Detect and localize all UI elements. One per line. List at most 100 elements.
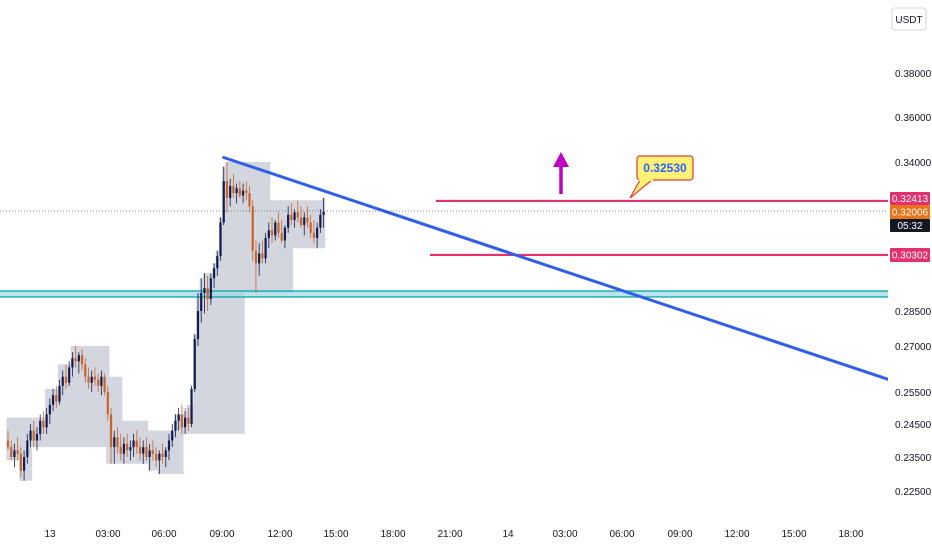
drawings-layer: 0.32530 xyxy=(0,152,892,382)
resistance-price-tag[interactable]: 0.32413 xyxy=(890,192,930,205)
candle xyxy=(32,420,35,448)
candle-body xyxy=(48,404,51,415)
candle xyxy=(119,433,122,461)
candle-body xyxy=(35,433,39,441)
candle xyxy=(13,443,16,468)
candle xyxy=(293,209,296,228)
time-tick-label: 06:00 xyxy=(609,529,634,540)
candle-body xyxy=(122,443,126,454)
candle-body xyxy=(280,232,283,241)
candle-body xyxy=(142,447,145,454)
candle xyxy=(135,430,138,454)
candle-body xyxy=(26,440,29,457)
candle-body xyxy=(258,253,261,264)
currency-box[interactable] xyxy=(891,7,927,31)
time-tick-label: 09:00 xyxy=(667,529,692,540)
target-note-box[interactable] xyxy=(636,155,694,181)
candle xyxy=(216,250,219,276)
candle xyxy=(193,334,196,392)
candle-body xyxy=(158,453,161,461)
candle-body xyxy=(238,188,241,196)
candle xyxy=(316,222,319,249)
price-tick-label: 0.25500 xyxy=(895,388,932,399)
candle-body xyxy=(190,388,193,424)
candle xyxy=(26,433,29,464)
candle xyxy=(106,385,109,421)
currency-label: USDT xyxy=(895,15,922,26)
current-price-tag-box[interactable] xyxy=(890,205,930,219)
support-price-tag-box[interactable] xyxy=(890,248,930,262)
candle xyxy=(90,370,93,392)
candle-body xyxy=(97,379,100,386)
candle-body xyxy=(164,450,167,457)
time-axis[interactable] xyxy=(0,520,932,550)
candle-body xyxy=(16,450,19,454)
candle xyxy=(6,430,10,451)
candle xyxy=(35,427,39,451)
candle xyxy=(45,408,48,434)
candle-body xyxy=(71,358,74,368)
bar-countdown-tag[interactable]: 05:32 xyxy=(890,219,930,232)
candle-body xyxy=(319,214,322,228)
candle-body xyxy=(248,193,251,207)
candle xyxy=(187,408,190,431)
trendline[interactable] xyxy=(222,156,892,382)
candle-body xyxy=(132,440,135,448)
candle xyxy=(254,240,258,293)
candle-body xyxy=(129,447,132,451)
candle xyxy=(39,414,42,441)
candle-body xyxy=(254,250,258,264)
candle-body xyxy=(148,450,151,457)
candle xyxy=(93,367,97,386)
candle xyxy=(174,414,177,438)
candle-body xyxy=(84,364,87,377)
candle-body xyxy=(103,376,106,392)
candle-body xyxy=(90,376,93,383)
time-tick-label: 12:00 xyxy=(724,529,749,540)
candle-body xyxy=(235,188,238,194)
candle xyxy=(264,232,267,264)
candle-body xyxy=(77,355,80,362)
bar-countdown-tag-box[interactable] xyxy=(890,219,930,232)
price-tick-label: 0.24500 xyxy=(895,420,932,431)
candle-body xyxy=(209,278,212,299)
candle xyxy=(10,440,13,461)
candle-body xyxy=(299,217,303,226)
candle xyxy=(142,440,145,464)
candle xyxy=(283,225,287,249)
time-tick-label: 21:00 xyxy=(437,529,462,540)
candle xyxy=(148,443,151,471)
time-tick-label: 13 xyxy=(44,529,56,540)
resistance-price-tag-box[interactable] xyxy=(890,192,930,205)
candle-body xyxy=(206,288,209,299)
target-note[interactable]: 0.32530 xyxy=(629,155,694,199)
time-tick-label: 15:00 xyxy=(781,529,806,540)
candle xyxy=(19,447,22,478)
candle xyxy=(238,181,241,198)
candle xyxy=(212,263,216,289)
candle xyxy=(290,203,293,226)
candle xyxy=(23,450,26,481)
candle xyxy=(303,212,306,236)
current-price-tag[interactable]: 0.32006 xyxy=(890,205,930,219)
candle-body xyxy=(100,376,103,386)
candle xyxy=(80,349,84,371)
range-band-layer xyxy=(6,162,326,481)
candle-body xyxy=(39,420,42,434)
support-price-tag[interactable]: 0.30302 xyxy=(890,248,930,262)
support-price-tag-text: 0.30302 xyxy=(892,251,929,262)
candle xyxy=(306,206,309,228)
candle-body xyxy=(316,227,319,238)
candle-body xyxy=(106,392,109,415)
candle-body xyxy=(145,447,148,457)
candle-body xyxy=(80,355,84,365)
candle xyxy=(251,200,254,261)
candle xyxy=(55,385,58,408)
candle xyxy=(241,183,245,204)
candle xyxy=(299,206,303,228)
candle-body xyxy=(32,430,35,441)
candle-body xyxy=(6,440,10,448)
candle xyxy=(319,209,322,233)
candle-body xyxy=(87,376,90,383)
